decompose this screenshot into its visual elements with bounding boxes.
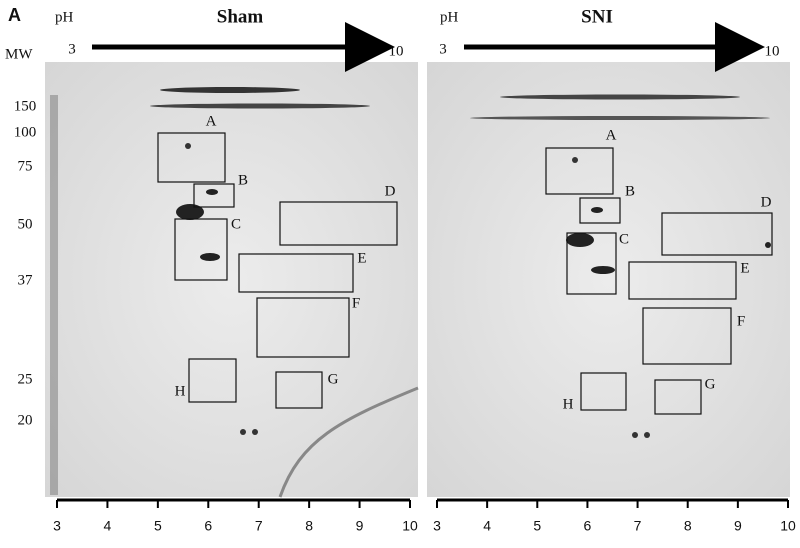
x-tick-label: 5 bbox=[533, 518, 541, 534]
box-label: B bbox=[625, 183, 635, 199]
box-label: C bbox=[231, 216, 241, 232]
mw-tick-label: 100 bbox=[14, 124, 37, 140]
box-label: C bbox=[619, 231, 629, 247]
x-tick-label: 9 bbox=[734, 518, 742, 534]
spot-box bbox=[275, 371, 323, 409]
panel-title: SNI bbox=[581, 6, 613, 27]
x-tick-label: 6 bbox=[204, 518, 212, 534]
x-tick-label: 7 bbox=[634, 518, 642, 534]
spot-box bbox=[579, 197, 621, 224]
box-label: D bbox=[385, 183, 396, 199]
mw-tick-label: 50 bbox=[18, 216, 33, 232]
spot-box bbox=[174, 218, 228, 281]
spot-box bbox=[628, 261, 737, 300]
box-label: D bbox=[761, 194, 772, 210]
box-label: G bbox=[328, 371, 339, 387]
x-tick-label: 10 bbox=[780, 518, 796, 534]
ph-end: 10 bbox=[765, 43, 780, 59]
spot-box bbox=[661, 212, 773, 256]
panel-title: Sham bbox=[217, 6, 264, 27]
box-label: A bbox=[606, 127, 617, 143]
x-tick-label: 6 bbox=[584, 518, 592, 534]
x-tick-label: 10 bbox=[402, 518, 418, 534]
mw-tick-label: 150 bbox=[14, 98, 37, 114]
spot-box bbox=[642, 307, 732, 365]
mw-tick-label: 75 bbox=[18, 158, 33, 174]
box-label: G bbox=[705, 376, 716, 392]
ph-start: 3 bbox=[439, 41, 447, 57]
ph-label: pH bbox=[440, 9, 459, 25]
box-label: F bbox=[737, 313, 745, 329]
spot-box bbox=[654, 379, 702, 415]
x-tick-label: 8 bbox=[305, 518, 313, 534]
ph-end: 10 bbox=[389, 43, 404, 59]
mw-tick-label: 37 bbox=[18, 272, 34, 288]
box-label: H bbox=[175, 383, 186, 399]
box-label: A bbox=[206, 113, 217, 129]
spot-box bbox=[545, 147, 614, 195]
spot-box bbox=[580, 372, 627, 411]
box-label: E bbox=[357, 250, 366, 266]
mw-label: MW bbox=[5, 46, 33, 62]
gel-right bbox=[427, 62, 790, 497]
ph-start: 3 bbox=[68, 41, 76, 57]
x-tick-label: 4 bbox=[483, 518, 491, 534]
x-tick-label: 7 bbox=[255, 518, 263, 534]
x-tick-label: 4 bbox=[104, 518, 112, 534]
x-tick-label: 3 bbox=[433, 518, 441, 534]
spot-box bbox=[238, 253, 354, 293]
box-label: B bbox=[238, 172, 248, 188]
x-tick-label: 9 bbox=[356, 518, 364, 534]
box-label: H bbox=[563, 396, 574, 412]
box-label: E bbox=[740, 260, 749, 276]
gel-left bbox=[45, 62, 419, 498]
mw-tick-label: 20 bbox=[18, 412, 33, 428]
mw-tick-label: 25 bbox=[18, 371, 33, 387]
ph-label: pH bbox=[55, 9, 74, 25]
x-tick-label: 8 bbox=[684, 518, 692, 534]
spot-box bbox=[256, 297, 350, 358]
figure-label: A bbox=[8, 5, 21, 25]
x-tick-label: 3 bbox=[53, 518, 61, 534]
spot-box bbox=[157, 132, 226, 183]
spot-box bbox=[193, 183, 235, 208]
spot-box bbox=[279, 201, 398, 246]
x-tick-label: 5 bbox=[154, 518, 162, 534]
spot-box bbox=[566, 232, 617, 295]
spot-box bbox=[188, 358, 237, 403]
box-label: F bbox=[352, 295, 360, 311]
